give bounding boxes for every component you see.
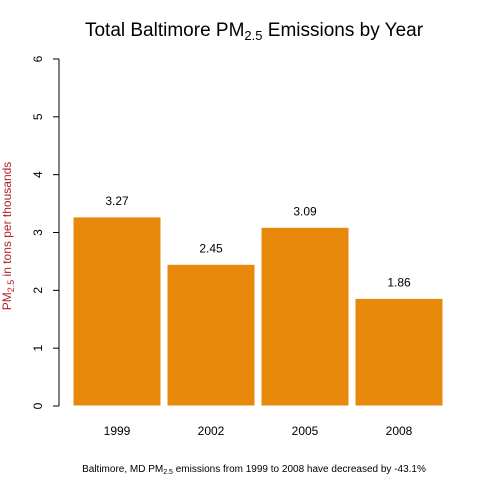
bar-value-label: 1.86 [387, 275, 411, 289]
x-tick-label: 2002 [198, 424, 225, 438]
y-axis: 0 1 2 3 4 5 6 [31, 55, 60, 409]
x-tick-label: 2008 [386, 424, 413, 438]
bar [72, 216, 162, 407]
y-tick-label: 1 [31, 345, 45, 352]
bar-value-label: 3.09 [293, 204, 317, 218]
x-axis-ticks: 1999 2002 2005 2008 [104, 424, 413, 438]
bars [72, 216, 444, 407]
y-tick-label: 4 [31, 171, 45, 178]
data-labels: 3.27 2.45 3.09 1.86 [105, 194, 411, 290]
bar-value-label: 3.27 [105, 194, 129, 208]
chart-title: Total Baltimore PM2.5 Emissions by Year [85, 20, 424, 43]
x-tick-label: 1999 [104, 424, 131, 438]
bar-value-label: 2.45 [199, 241, 223, 255]
y-tick-label: 6 [31, 55, 45, 62]
bar [166, 263, 256, 407]
y-tick-label: 2 [31, 287, 45, 294]
y-tick-label: 3 [31, 229, 45, 236]
y-tick-label: 5 [31, 113, 45, 120]
x-tick-label: 2005 [292, 424, 319, 438]
bar [260, 226, 350, 407]
bar [354, 297, 444, 407]
y-tick-label: 0 [31, 402, 45, 409]
y-axis-label: PM2.5 in tons per thousands [0, 162, 16, 311]
chart-caption: Baltimore, MD PM2.5 emissions from 1999 … [82, 464, 426, 476]
